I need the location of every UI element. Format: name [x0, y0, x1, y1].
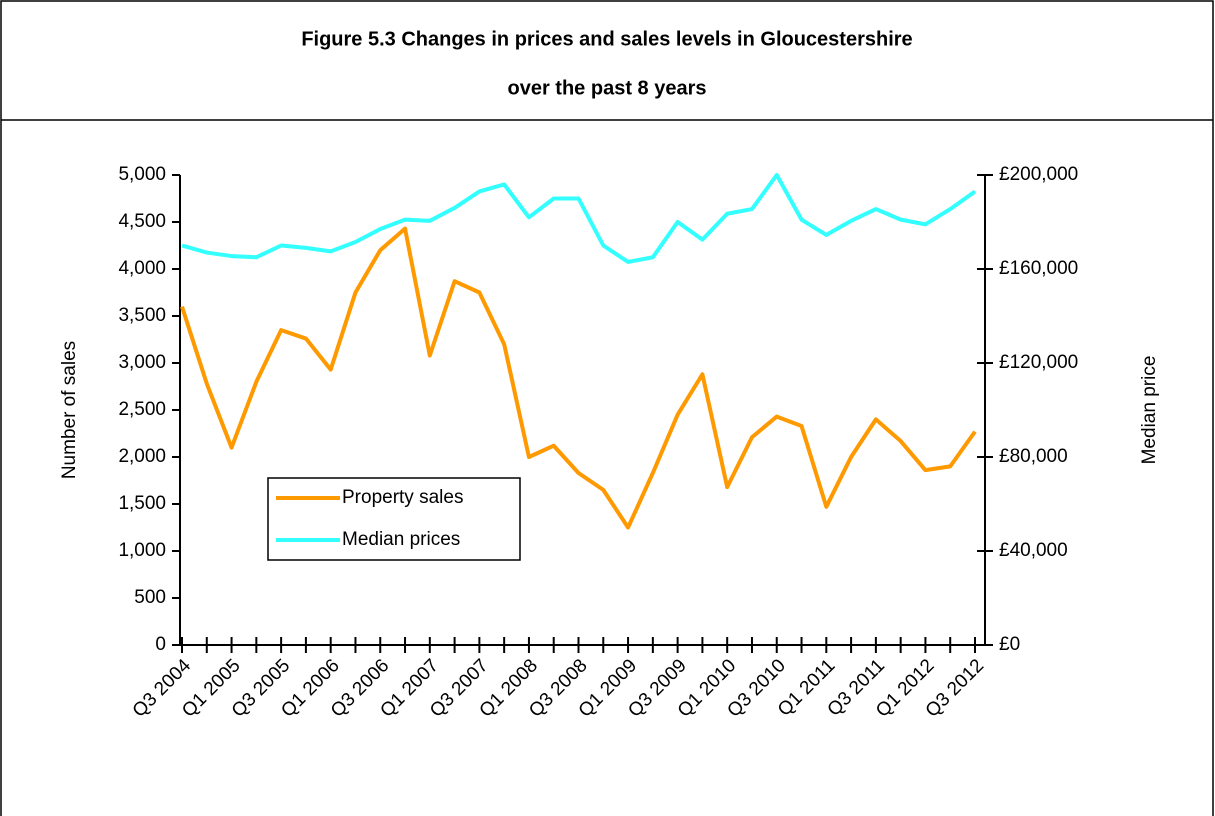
y2-tick-label: £0 — [999, 634, 1020, 655]
y-tick-label: 2,500 — [118, 399, 166, 420]
chart-title: over the past 8 years — [508, 77, 707, 99]
y-tick-label: 2,000 — [118, 446, 166, 467]
series-line — [181, 173, 977, 264]
y2-tick-label: £200,000 — [999, 164, 1078, 185]
chart-title: Figure 5.3 Changes in prices and sales l… — [301, 28, 912, 50]
y2-tick-label: £40,000 — [999, 540, 1068, 561]
y-tick-label: 0 — [155, 634, 166, 655]
y2-tick-label: £120,000 — [999, 352, 1078, 373]
legend-label: Property sales — [342, 487, 463, 508]
y-tick-label: 3,500 — [118, 305, 166, 326]
y-tick-label: 5,000 — [118, 164, 166, 185]
y-axis-label: Number of sales — [59, 341, 80, 479]
y2-tick-label: £160,000 — [999, 258, 1078, 279]
y2-tick-label: £80,000 — [999, 446, 1068, 467]
y-tick-label: 1,000 — [118, 540, 166, 561]
y-tick-label: 4,500 — [118, 211, 166, 232]
y2-axis-label: Median price — [1139, 356, 1160, 465]
legend-label: Median prices — [342, 529, 460, 550]
y-tick-label: 500 — [134, 587, 166, 608]
y-tick-label: 4,000 — [118, 258, 166, 279]
y-tick-label: 1,500 — [118, 493, 166, 514]
legend — [267, 477, 521, 561]
y-tick-label: 3,000 — [118, 352, 166, 373]
series-line — [180, 226, 977, 530]
